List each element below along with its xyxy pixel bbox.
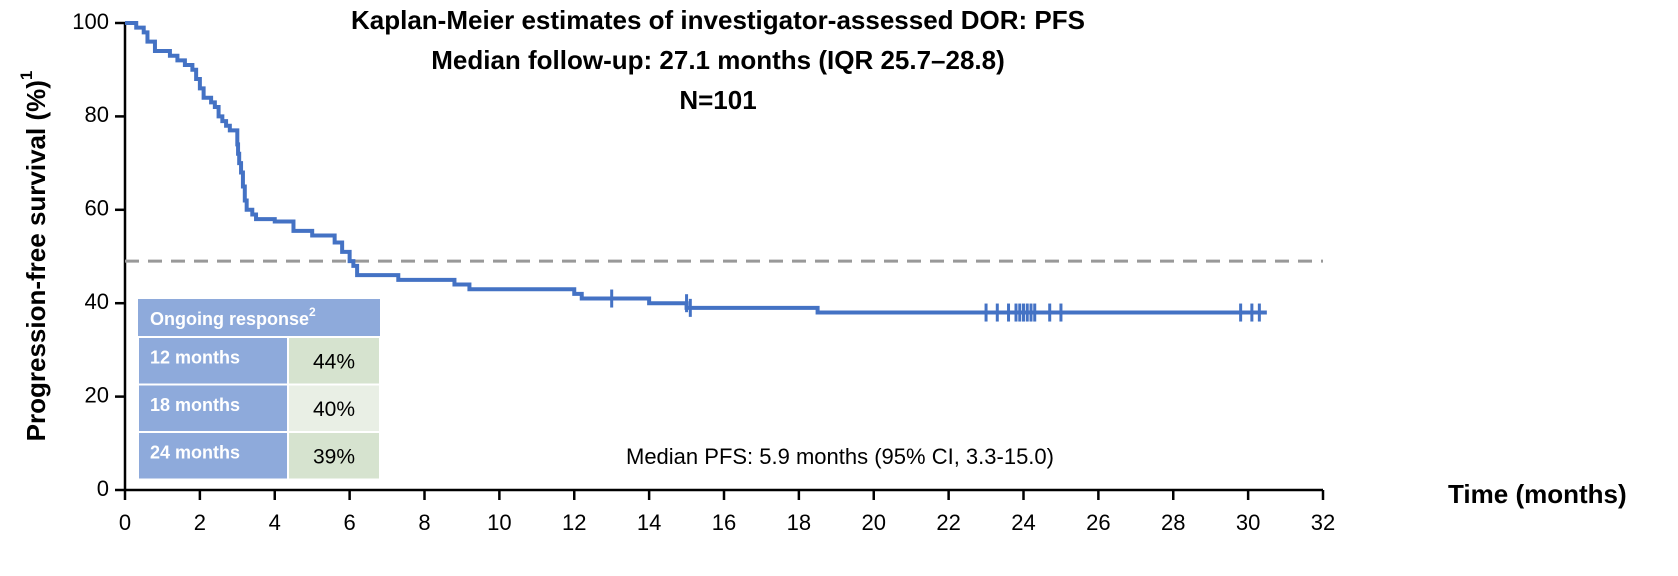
y-tick-label: 0 [97,476,109,501]
table-label-cell [137,431,289,481]
table-row-label: 12 months [150,348,240,368]
chart-title: Median follow-up: 27.1 months (IQR 25.7–… [431,45,1005,75]
table-label-cell [137,336,289,386]
y-label-sup: 1 [17,71,36,80]
y-tick-label: 100 [72,9,109,34]
x-tick-label: 20 [862,510,886,535]
table-row-label: 24 months [150,443,240,463]
y-axis-label: Progression-free survival (%)1 [17,71,50,442]
y-tick-label: 80 [85,102,109,127]
y-label-text: Progression-free survival (%) [21,80,51,441]
table-row-value: 40% [313,398,355,421]
annotation: Median PFS: 5.9 months (95% CI, 3.3-15.0… [626,444,1054,469]
y-tick-label: 20 [85,382,109,407]
y-tick-label: 60 [85,196,109,221]
x-tick-label: 18 [787,510,811,535]
chart-title: Kaplan-Meier estimates of investigator-a… [351,5,1085,35]
table-header-cell [138,299,380,337]
x-tick-label: 16 [712,510,736,535]
x-axis-label: Time (months) [1448,479,1627,509]
chart-title: N=101 [679,85,756,115]
x-tick-label: 28 [1161,510,1185,535]
x-tick-label: 6 [344,510,356,535]
x-tick-label: 22 [936,510,960,535]
table-row-label: 18 months [150,395,240,415]
x-tick-label: 14 [637,510,661,535]
table-header-sup: 2 [309,305,316,319]
table-header: Ongoing response2 [150,305,316,329]
table-row-value: 39% [313,445,355,468]
table-header-text: Ongoing response [150,309,309,329]
table-row-value: 44% [313,350,355,373]
x-tick-label: 32 [1311,510,1335,535]
x-tick-label: 26 [1086,510,1110,535]
table-value-cell [287,336,381,386]
table-value-cell [287,431,381,481]
x-tick-label: 8 [418,510,430,535]
x-tick-label: 2 [194,510,206,535]
y-tick-label: 40 [85,289,109,314]
x-tick-label: 0 [119,510,131,535]
table-value-cell [287,383,381,433]
x-tick-label: 12 [562,510,586,535]
x-tick-label: 30 [1236,510,1260,535]
survival-curve [125,21,1267,315]
x-tick-label: 24 [1011,510,1035,535]
x-tick-label: 10 [487,510,511,535]
x-tick-label: 4 [269,510,281,535]
